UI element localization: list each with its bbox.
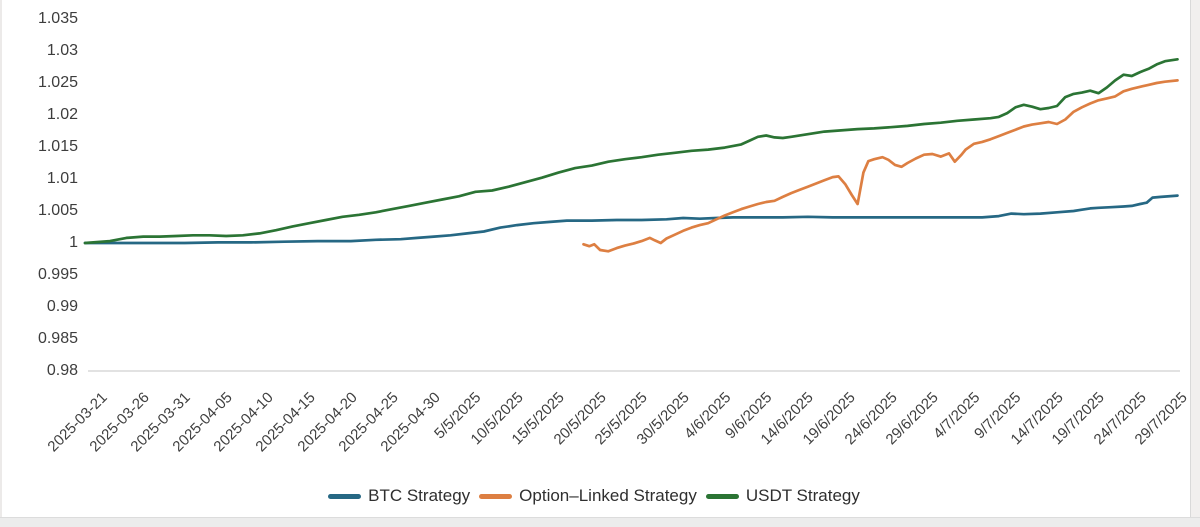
y-tick-label: 0.98: [46, 362, 78, 379]
bottom-divider-strip: [0, 517, 1200, 527]
y-tick-label: 1.02: [46, 106, 78, 123]
y-tick-label: 1.015: [37, 138, 78, 155]
card-right-edge: [1190, 0, 1200, 518]
y-tick-label: 1.01: [46, 170, 78, 187]
legend-line-swatch-btc: [328, 493, 362, 499]
y-tick-label: 0.99: [46, 298, 78, 315]
y-tick-label: 0.985: [37, 330, 78, 347]
legend: BTC Strategy Option–Linked Strategy USDT…: [0, 483, 1188, 509]
legend-label: USDT Strategy: [745, 486, 860, 505]
legend-item-option-linked-strategy[interactable]: Option–Linked Strategy: [479, 485, 697, 507]
series-line-btc-strategy: [83, 194, 1179, 245]
series-line-usdt-strategy: [83, 57, 1179, 245]
y-axis: 1.035 1.03 1.025 1.02 1.015 1.01 1.005 1 0.995 0.…: [0, 0, 78, 400]
legend-item-usdt-strategy[interactable]: USDT Strategy: [705, 485, 860, 507]
card-left-edge: [0, 0, 2, 518]
y-tick-label: 1: [69, 234, 78, 251]
y-tick-label: 0.995: [37, 266, 78, 283]
y-tick-label: 1.035: [37, 10, 78, 27]
y-tick-label: 1.005: [37, 202, 78, 219]
legend-line-swatch-usdt: [705, 493, 739, 499]
x-axis: 2025-03-21 2025-03-26 2025-03-31 2025-04-05…: [45, 389, 1191, 455]
y-tick-label: 1.03: [46, 42, 78, 59]
legend-item-btc-strategy[interactable]: BTC Strategy: [328, 485, 470, 507]
series-line-option-linked-strategy: [582, 79, 1179, 253]
line-chart-plot-area: [83, 57, 1180, 372]
legend-label: BTC Strategy: [368, 486, 471, 505]
legend-label: Option–Linked Strategy: [519, 486, 697, 505]
y-tick-label: 1.025: [37, 74, 78, 91]
legend-line-swatch-option-linked: [479, 493, 513, 499]
